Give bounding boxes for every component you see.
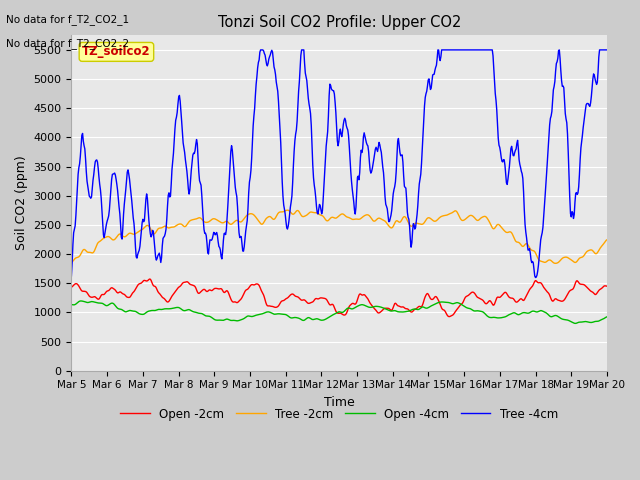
Tree -2cm	[77, 251, 85, 256]
Tree -2cm	[215, 218, 223, 224]
Tree -4cm	[68, 273, 76, 279]
Tree -4cm	[132, 254, 140, 260]
Open -2cm	[420, 296, 428, 301]
Open -2cm	[188, 282, 195, 288]
Tree -2cm	[552, 261, 559, 266]
Text: No data for f_T2_CO2_2: No data for f_T2_CO2_2	[6, 38, 129, 49]
Tree -4cm	[405, 216, 413, 222]
Open -4cm	[188, 308, 195, 313]
Tree -2cm	[68, 259, 76, 265]
Open -4cm	[420, 305, 428, 311]
Tree -2cm	[284, 207, 291, 213]
Tree -2cm	[405, 221, 413, 227]
Open -4cm	[77, 298, 85, 304]
Tree -4cm	[603, 47, 611, 53]
Open -2cm	[146, 276, 154, 282]
Tree -4cm	[532, 275, 540, 280]
Line: Open -2cm: Open -2cm	[72, 279, 607, 317]
Open -4cm	[78, 298, 86, 304]
Open -4cm	[571, 321, 579, 326]
Line: Tree -4cm: Tree -4cm	[72, 50, 607, 277]
Line: Open -4cm: Open -4cm	[72, 301, 607, 324]
Tree -4cm	[187, 176, 195, 182]
Open -4cm	[216, 317, 223, 323]
Tree -2cm	[603, 237, 611, 243]
Line: Tree -2cm: Tree -2cm	[72, 210, 607, 264]
Open -2cm	[603, 283, 611, 289]
Tree -2cm	[420, 219, 428, 225]
Open -2cm	[77, 287, 85, 293]
Open -2cm	[445, 314, 453, 320]
Open -4cm	[133, 309, 141, 315]
X-axis label: Time: Time	[324, 396, 355, 409]
Y-axis label: Soil CO2 (ppm): Soil CO2 (ppm)	[15, 156, 28, 251]
Open -4cm	[405, 308, 413, 314]
Open -2cm	[405, 307, 413, 313]
Open -2cm	[68, 284, 76, 290]
Legend: Open -2cm, Tree -2cm, Open -4cm, Tree -4cm: Open -2cm, Tree -2cm, Open -4cm, Tree -4…	[116, 403, 563, 425]
Tree -4cm	[420, 103, 428, 109]
Text: No data for f_T2_CO2_1: No data for f_T2_CO2_1	[6, 14, 129, 25]
Open -2cm	[132, 285, 140, 290]
Open -2cm	[216, 286, 223, 292]
Tree -4cm	[257, 47, 264, 53]
Tree -2cm	[132, 230, 140, 236]
Text: TZ_soilco2: TZ_soilco2	[82, 46, 151, 59]
Tree -2cm	[187, 217, 195, 223]
Tree -4cm	[77, 143, 85, 148]
Open -4cm	[603, 314, 611, 320]
Open -4cm	[68, 302, 76, 308]
Tree -4cm	[215, 244, 223, 250]
Title: Tonzi Soil CO2 Profile: Upper CO2: Tonzi Soil CO2 Profile: Upper CO2	[218, 15, 461, 30]
